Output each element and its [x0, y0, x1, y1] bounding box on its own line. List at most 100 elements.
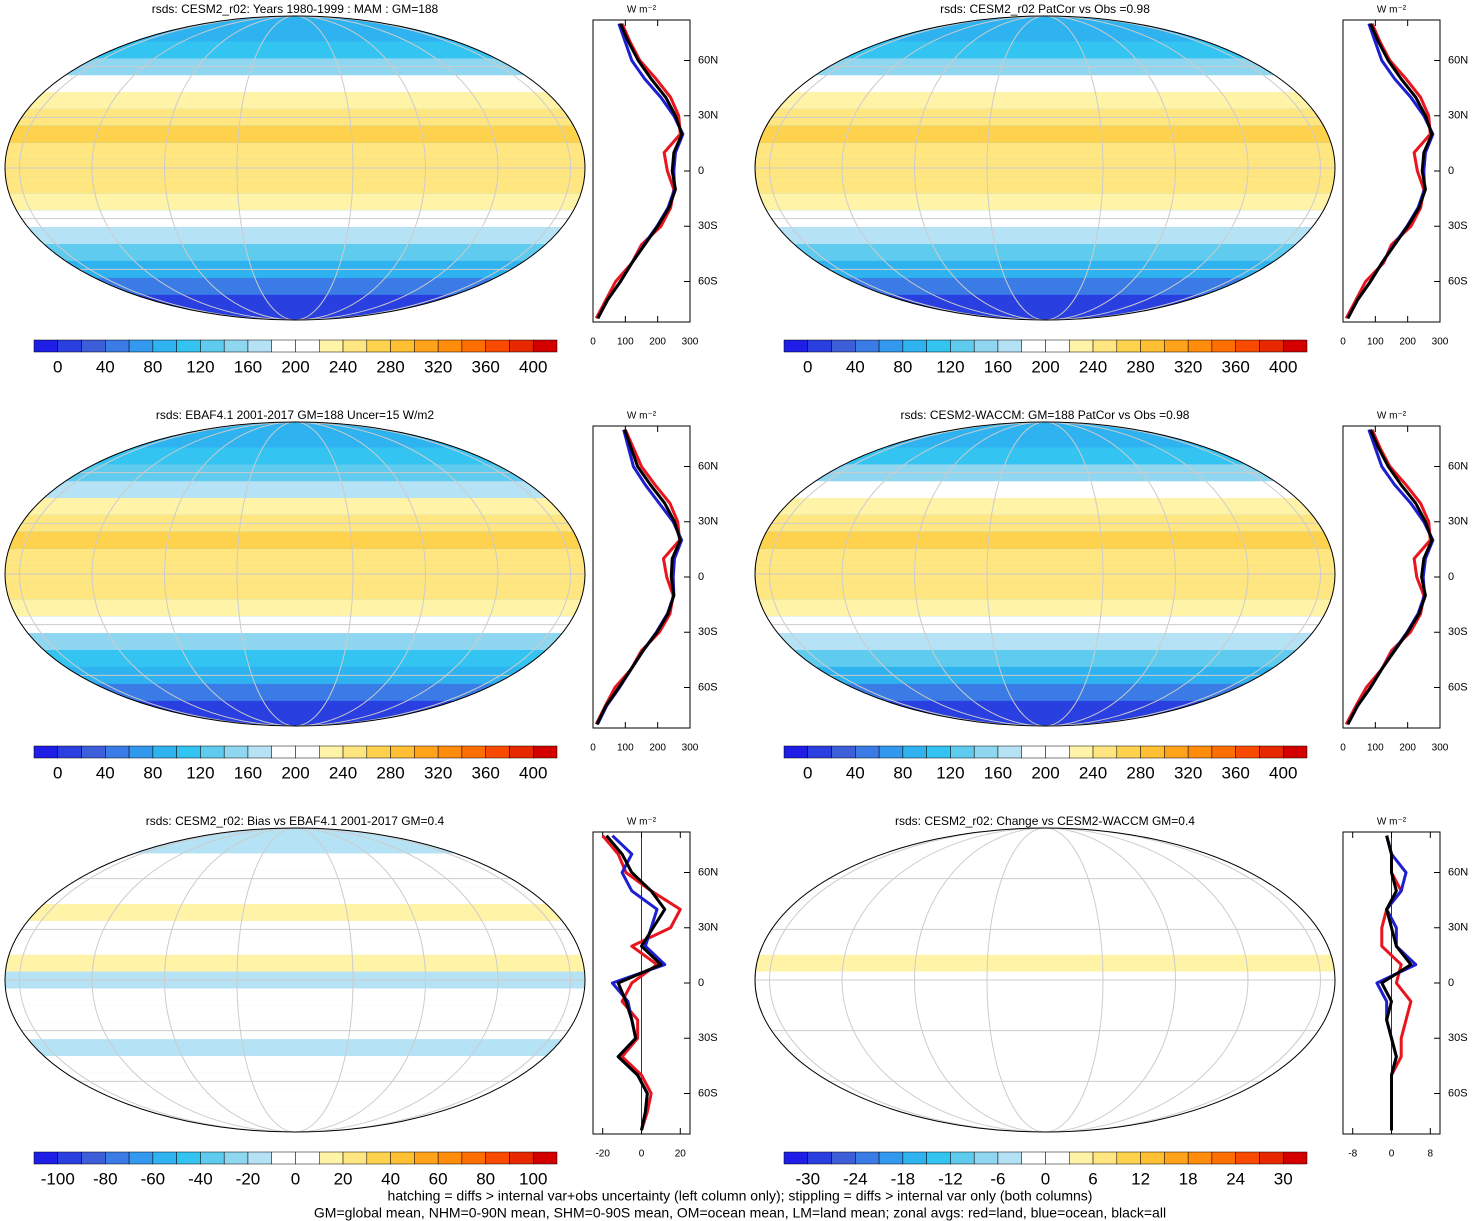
profile-frame: [592, 425, 691, 729]
latitude-band: [755, 481, 1335, 498]
colorbar-box: [271, 1151, 296, 1165]
colorbar-box: [105, 745, 130, 759]
graticule: [914, 16, 1176, 320]
map: [755, 16, 1335, 320]
colorbar-box: [1021, 339, 1046, 353]
map: [5, 828, 585, 1132]
colorbar-box: [414, 1151, 439, 1165]
graticule: [164, 422, 426, 726]
zonal-line: [1380, 835, 1413, 1131]
colorbar-box: [342, 1151, 368, 1165]
graticule: [19, 828, 571, 1132]
colorbar-label: 240: [1079, 763, 1107, 782]
latitude-band: [755, 447, 1335, 465]
units-label: W m⁻²: [1377, 817, 1407, 828]
colorbar-box: [1187, 745, 1213, 759]
map-border: [4, 827, 586, 1133]
y-tick-label: 30N: [1448, 110, 1468, 122]
colorbar-label: 400: [519, 763, 547, 782]
colorbar-box: [1187, 1151, 1213, 1165]
y-tick-label: 60N: [698, 54, 718, 66]
graticule: [769, 422, 1321, 726]
colorbar-label: -40: [188, 1169, 213, 1188]
x-tick-label: 20: [675, 1149, 687, 1160]
y-tick-label: 0: [1448, 977, 1454, 989]
colorbar-label: 80: [893, 357, 912, 376]
profile-frame: [1342, 19, 1441, 323]
colorbar-box: [33, 1151, 59, 1165]
colorbar-box: [271, 745, 296, 759]
colorbar-label: -80: [93, 1169, 118, 1188]
latitude-band: [5, 700, 585, 726]
latitude-band: [5, 1056, 585, 1073]
colorbar-label: -100: [41, 1169, 75, 1188]
colorbar-label: -20: [236, 1169, 261, 1188]
colorbar-box: [271, 339, 296, 353]
colorbar-box: [414, 745, 439, 759]
latitude-band: [5, 548, 585, 566]
profile-frame: [1342, 831, 1441, 1135]
graticule: [236, 828, 354, 1132]
colorbar-box: [1259, 745, 1284, 759]
graticule: [769, 828, 1321, 1132]
latitude-band: [5, 650, 585, 667]
colorbar-box: [997, 1151, 1022, 1165]
graticule: [91, 16, 499, 320]
colorbar-box: [1259, 339, 1284, 353]
colorbar-label: 20: [334, 1169, 353, 1188]
graticule: [986, 16, 1104, 320]
colorbar-box: [783, 745, 809, 759]
colorbar-label: 0: [53, 357, 62, 376]
x-tick-label: 100: [617, 743, 634, 754]
latitude-band: [5, 176, 585, 194]
colorbar-box: [1235, 745, 1260, 759]
latitude-band: [5, 498, 585, 515]
latitude-band: [755, 853, 1335, 871]
colorbar-label: 280: [1126, 763, 1154, 782]
colorbar-box: [319, 339, 344, 353]
latitude-band: [5, 1089, 585, 1107]
x-tick-label: 300: [1432, 337, 1449, 348]
latitude-band: [755, 498, 1335, 515]
colorbar-label: 240: [329, 763, 357, 782]
latitude-band: [755, 1056, 1335, 1073]
latitude-band: [755, 1039, 1335, 1056]
panel-title: rsds: CESM2-WACCM: GM=188 PatCor vs Obs …: [901, 408, 1190, 422]
zonal-line: [595, 429, 682, 725]
graticule: [19, 422, 571, 726]
y-tick-label: 30S: [1448, 220, 1468, 232]
latitude-band: [755, 683, 1335, 701]
colorbar-box: [366, 1151, 391, 1165]
latitude-band: [5, 988, 585, 1006]
colorbar-box: [783, 1151, 809, 1165]
colorbar-label: 80: [143, 357, 162, 376]
colorbar-label: 40: [846, 357, 865, 376]
profile-frame: [592, 19, 691, 323]
colorbar-label: 320: [424, 763, 452, 782]
colorbar-box: [485, 339, 510, 353]
graticule: [236, 16, 354, 320]
colorbar-box: [81, 745, 106, 759]
map-border: [4, 421, 586, 727]
colorbar-label: 6: [1088, 1169, 1097, 1188]
colorbar-box: [1069, 1151, 1094, 1165]
colorbar-label: 320: [424, 357, 452, 376]
zonal-line: [1346, 429, 1434, 726]
colorbar-box: [1282, 1151, 1308, 1165]
note: GM=global mean, NHM=0-90N mean, SHM=0-90…: [314, 1205, 1166, 1221]
zonal-line: [1346, 23, 1435, 320]
colorbar-label: 0: [803, 357, 812, 376]
latitude-band: [5, 1106, 585, 1132]
profile-frame: [592, 831, 691, 1135]
colorbar-box: [247, 339, 272, 353]
colorbar-box: [1140, 339, 1165, 353]
y-tick-label: 60N: [698, 460, 718, 472]
colorbar-box: [223, 1151, 249, 1165]
x-tick-label: 100: [1367, 337, 1384, 348]
colorbar-box: [1092, 745, 1118, 759]
latitude-band: [755, 937, 1335, 955]
x-tick-label: -20: [595, 1149, 610, 1160]
colorbar-box: [1069, 745, 1094, 759]
colorbar-label: 200: [1031, 763, 1059, 782]
colorbar-box: [128, 1151, 154, 1165]
